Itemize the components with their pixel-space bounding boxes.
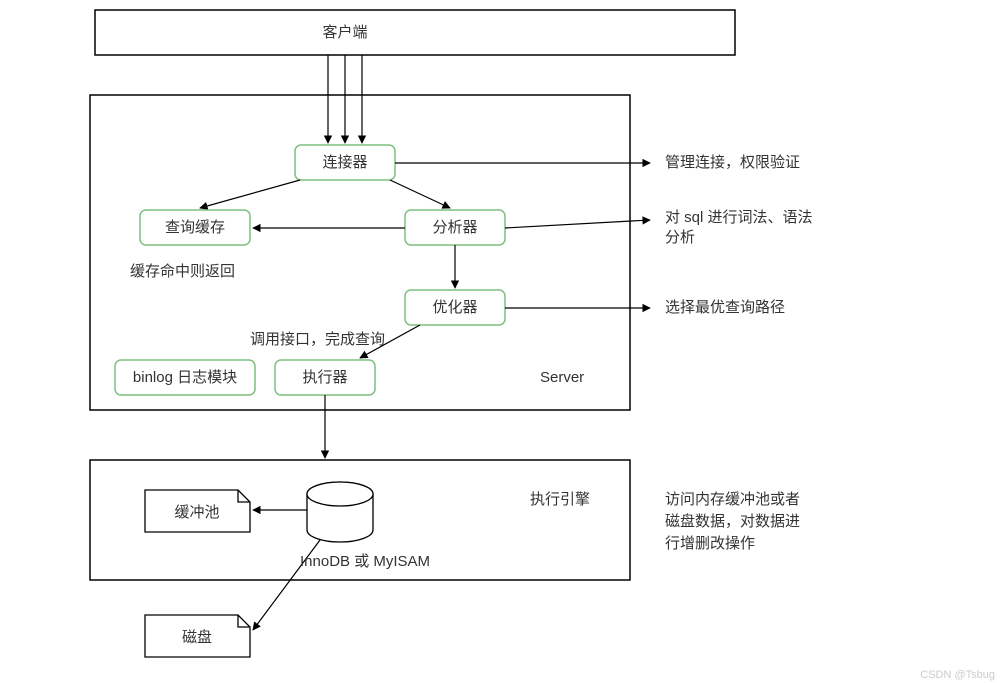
connector-desc: 管理连接，权限验证: [665, 154, 800, 171]
executor-label: 执行器: [302, 369, 347, 386]
watermark: CSDN @Tsbug: [920, 669, 995, 681]
optimizer-label: 优化器: [432, 299, 477, 316]
binlog-label: binlog 日志模块: [133, 369, 237, 386]
cache-label: 查询缓存: [165, 219, 225, 236]
call-interface-label: 调用接口，完成查询: [250, 331, 385, 348]
db-label: InnoDB 或 MyISAM: [300, 553, 430, 570]
disk-label: 磁盘: [182, 628, 212, 646]
server-label: Server: [540, 369, 584, 386]
db-cylinder: [307, 482, 373, 542]
mysql-architecture-diagram: 客户端 连接器 管理连接，权限验证 查询缓存 分析器 对 sql 进行词法、语法…: [0, 0, 1001, 683]
bufferpool-label: 缓冲池: [174, 504, 219, 521]
client-container: [95, 10, 735, 55]
connector-label: 连接器: [322, 154, 367, 171]
client-label: 客户端: [322, 24, 367, 41]
engine-desc-3: 行增删改操作: [665, 535, 755, 552]
cache-hit-label: 缓存命中则返回: [130, 262, 235, 280]
analyzer-label: 分析器: [432, 219, 477, 236]
analyzer-desc-2: 分析: [665, 229, 695, 246]
engine-label: 执行引擎: [530, 491, 590, 508]
engine-desc-2: 磁盘数据，对数据进: [665, 512, 800, 530]
engine-desc-1: 访问内存缓冲池或者: [665, 491, 800, 508]
optimizer-desc: 选择最优查询路径: [665, 299, 785, 316]
analyzer-desc-1: 对 sql 进行词法、语法: [665, 209, 813, 226]
